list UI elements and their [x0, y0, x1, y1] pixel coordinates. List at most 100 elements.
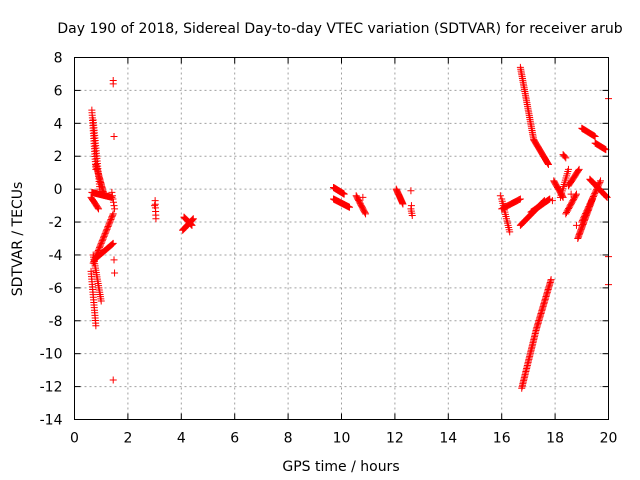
data-point-marker [506, 228, 514, 236]
data-point-marker [340, 190, 348, 198]
data-point-marker [95, 205, 103, 213]
data-point-marker [596, 178, 604, 186]
data-point-marker [189, 215, 197, 223]
y-tick-label: -4 [49, 248, 63, 264]
y-tick-label: 0 [54, 182, 63, 198]
y-tick-label: 4 [54, 116, 63, 132]
x-axis-label: GPS time / hours [282, 459, 399, 475]
data-point-marker [361, 209, 369, 217]
data-point-marker [574, 166, 582, 174]
data-point-marker [591, 190, 599, 198]
data-point-marker [544, 159, 552, 167]
data-point-marker [188, 221, 196, 229]
data-point-marker [109, 198, 117, 206]
data-point-marker [109, 210, 117, 218]
y-tick-label: -10 [40, 347, 63, 363]
data-point-marker [399, 200, 407, 208]
data-point-marker [109, 211, 117, 219]
data-point-marker [572, 221, 580, 229]
data-point-marker [94, 204, 102, 212]
data-point-marker [588, 195, 596, 203]
x-tick-label: 10 [333, 431, 351, 447]
chart-title: Day 190 of 2018, Sidereal Day-to-day VTE… [57, 21, 622, 37]
data-point-marker [515, 196, 523, 204]
data-points [87, 63, 612, 392]
y-tick-label: -14 [40, 413, 63, 429]
data-point-marker [578, 217, 586, 225]
data-point-marker [407, 202, 415, 210]
data-point-marker [561, 153, 569, 161]
data-point-marker [596, 177, 604, 185]
y-tick-label: -2 [49, 215, 63, 231]
y-tick-label: -8 [49, 314, 63, 330]
data-point-marker [97, 297, 105, 305]
x-tick-label: 12 [386, 431, 404, 447]
data-point-marker [109, 240, 117, 248]
data-point-marker [109, 239, 117, 247]
grid-lines [74, 57, 609, 420]
data-point-marker [586, 200, 594, 208]
data-point-marker [189, 215, 197, 223]
data-point-marker [580, 214, 588, 222]
y-tick-label: -6 [49, 281, 63, 297]
x-tick-label: 20 [600, 431, 618, 447]
data-point-marker [346, 203, 354, 211]
x-tick-label: 2 [123, 431, 132, 447]
data-point-marker [110, 132, 118, 140]
data-point-marker [110, 202, 118, 210]
data-point-marker [408, 211, 416, 219]
data-point-marker [92, 322, 100, 330]
data-point-marker [582, 210, 590, 218]
data-point-marker [578, 218, 586, 226]
data-point-marker [567, 190, 575, 198]
x-tick-label: 4 [177, 431, 186, 447]
data-point-marker [108, 188, 116, 196]
data-point-marker [496, 192, 504, 200]
y-tick-label: 2 [54, 149, 63, 165]
x-tick-label: 16 [493, 431, 511, 447]
data-point-marker [111, 205, 119, 213]
data-point-marker [544, 160, 552, 168]
data-point-marker [187, 221, 195, 229]
data-point-marker [582, 208, 590, 216]
data-point-marker [585, 202, 593, 210]
data-point-marker [579, 215, 587, 223]
data-point-marker [587, 197, 595, 205]
data-point-marker [587, 198, 595, 206]
data-point-marker [109, 80, 117, 88]
data-point-marker [108, 241, 116, 249]
data-point-marker [589, 194, 597, 202]
plot-frame [74, 57, 609, 420]
data-point-marker [591, 132, 599, 140]
x-tick-label: 6 [230, 431, 239, 447]
data-point-marker [548, 197, 556, 205]
x-axis-ticks: 0 2 4 6 8 10 12 14 16 18 20 [70, 57, 618, 447]
data-point-marker [562, 154, 570, 162]
x-tick-label: 8 [284, 431, 293, 447]
data-point-marker [362, 210, 370, 218]
x-tick-label: 18 [546, 431, 564, 447]
data-point-marker [407, 187, 415, 195]
data-point-marker [516, 195, 524, 203]
data-point-marker [581, 211, 589, 219]
data-point-marker [589, 193, 597, 201]
data-point-marker [108, 192, 116, 200]
y-tick-label: -12 [40, 380, 63, 396]
data-point-marker [564, 165, 572, 173]
data-point-marker [591, 188, 599, 196]
x-tick-label: 0 [70, 431, 79, 447]
data-point-marker [584, 204, 592, 212]
data-point-marker [109, 195, 117, 203]
y-tick-label: 6 [54, 83, 63, 99]
data-point-marker [583, 207, 591, 215]
x-tick-label: 14 [439, 431, 457, 447]
data-point-marker [575, 165, 583, 173]
data-point-marker [586, 201, 594, 209]
data-point-marker [109, 376, 117, 384]
data-point-marker [359, 193, 367, 201]
data-point-marker [111, 269, 119, 277]
data-point-marker [152, 215, 160, 223]
y-axis-label: SDTVAR / TECUs [10, 182, 26, 297]
data-point-marker [584, 205, 592, 213]
